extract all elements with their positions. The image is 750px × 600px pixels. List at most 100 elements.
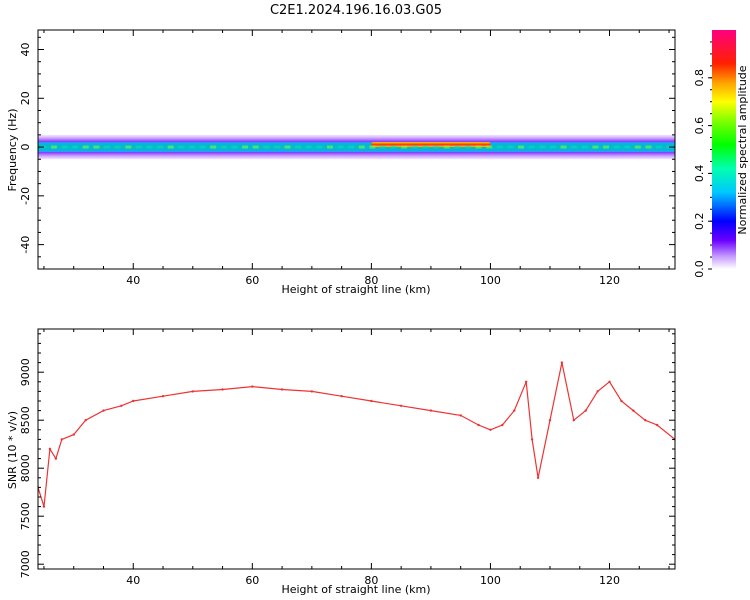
snr-frame [37, 328, 676, 570]
spectrogram-cell [104, 145, 111, 149]
spectrogram-cell [645, 145, 652, 149]
snr-data-point [191, 390, 194, 393]
spectrogram-cell [518, 145, 525, 149]
spectrogram-ticks: 40 60 80 100 120 -40 -20 0 20 40 [19, 30, 675, 287]
spectrogram-cell [188, 145, 195, 149]
snr-plot-area [38, 361, 675, 508]
x-tick-label: 80 [364, 274, 378, 287]
colorbar-label: Normalized spectral amplitude [736, 65, 749, 234]
spectrogram-cell [305, 145, 312, 149]
snr-data-point [251, 385, 254, 388]
snr-data-point [399, 404, 403, 407]
snr-data-point [72, 433, 75, 436]
colorbar-tick-label: 0.4 [693, 165, 706, 183]
spectrogram-cell [443, 145, 450, 149]
spectrogram-band [38, 142, 675, 152]
y-tick-label: 40 [19, 43, 32, 57]
x-tick-label: 120 [599, 574, 620, 587]
x-tick-label: 80 [364, 574, 378, 587]
spectrogram-cell [549, 145, 556, 149]
snr-data-point [524, 380, 528, 383]
spectrogram-cell [135, 145, 142, 149]
colorbar: 0.0 0.2 0.4 0.6 0.8 Normalized spectral ampl… [693, 30, 749, 278]
spectrogram-cell [337, 145, 344, 149]
spectrogram-cell [61, 145, 68, 149]
spectrogram-cell [401, 145, 408, 149]
spectrogram-cell [592, 145, 599, 149]
x-tick-label: 100 [480, 574, 501, 587]
snr-data-point [310, 390, 314, 393]
snr-data-point [48, 447, 52, 451]
snr-data-point [530, 438, 534, 441]
x-tick-label: 100 [480, 274, 501, 287]
spectrogram-cell [624, 145, 631, 149]
spectrogram-cell [411, 145, 418, 149]
snr-data-point [340, 395, 343, 398]
snr-data-point [655, 423, 659, 427]
spectrogram-cell [507, 145, 514, 149]
spectrogram-cell [613, 145, 620, 149]
colorbar-tick-label: 0.2 [693, 212, 706, 230]
snr-data-point [280, 388, 284, 391]
spectrogram-cell [210, 145, 217, 149]
spectrogram-cell [486, 145, 493, 149]
colorbar-tick-label: 0.8 [693, 69, 706, 87]
snr-data-point [501, 423, 504, 427]
y-tick-label: -20 [19, 187, 32, 205]
spectrogram-cell [273, 145, 280, 149]
spectrogram-cell [539, 145, 546, 149]
spectrogram-cell [464, 145, 471, 149]
x-tick-label: 40 [126, 274, 140, 287]
y-tick-label: 8500 [19, 406, 32, 434]
snr-data-point [536, 476, 540, 479]
spectrogram-cell [454, 145, 461, 149]
snr-data-point [221, 388, 224, 391]
snr-data-point [608, 380, 611, 383]
snr-data-point [132, 399, 135, 403]
snr-data-point [54, 457, 58, 460]
snr-series-line [38, 362, 675, 507]
snr-y-axis-label: SNR (10 * v/v) [6, 411, 19, 489]
spectrogram-cell [422, 145, 429, 149]
spectrogram-cell [220, 145, 227, 149]
spectrogram-cell [252, 145, 259, 149]
y-tick-label: 0 [19, 144, 32, 151]
spectrogram-cell [634, 145, 641, 149]
snr-data-point [120, 404, 123, 407]
spectrogram-cell [178, 145, 185, 149]
x-tick-label: 120 [599, 274, 620, 287]
figure-title: C2E1.2024.196.16.03.G05 [270, 3, 442, 18]
spectrogram-plot-area [38, 134, 675, 160]
spectrogram-cell [390, 145, 397, 149]
x-tick-label: 40 [126, 574, 140, 587]
snr-x-axis-label: Height of straight line (km) [281, 583, 430, 596]
spectrogram-cell [199, 145, 206, 149]
snr-data-point [370, 399, 373, 403]
spectrogram-cell [114, 145, 121, 149]
spectrogram-band [371, 142, 491, 148]
snr-data-point [477, 423, 480, 427]
spectrogram-cell [50, 145, 57, 149]
spectrogram-cell [433, 145, 440, 149]
spectrogram-panel: 40 60 80 100 120 -40 -20 0 20 40 Height of straig… [6, 29, 676, 296]
spectrogram-x-axis-label: Height of straight line (km) [281, 283, 430, 296]
spectrogram-cell [358, 145, 365, 149]
spectrogram-cell [167, 145, 174, 149]
spectrogram-cell [316, 145, 323, 149]
snr-data-point [459, 414, 462, 417]
snr-data-point [102, 409, 105, 412]
snr-data-point [572, 419, 575, 422]
snr-data-point [560, 361, 564, 364]
snr-data-point [584, 409, 587, 412]
spectrogram-cell [369, 145, 376, 149]
snr-data-point [632, 409, 635, 412]
spectrogram-cell [571, 145, 578, 149]
spectrogram-cell [528, 145, 535, 149]
y-tick-label: -40 [19, 236, 32, 254]
spectrogram-cell [242, 145, 249, 149]
spectrogram-cell [560, 145, 567, 149]
spectrogram-cell [295, 145, 302, 149]
x-tick-label: 60 [245, 574, 259, 587]
spectrogram-cell [581, 145, 588, 149]
